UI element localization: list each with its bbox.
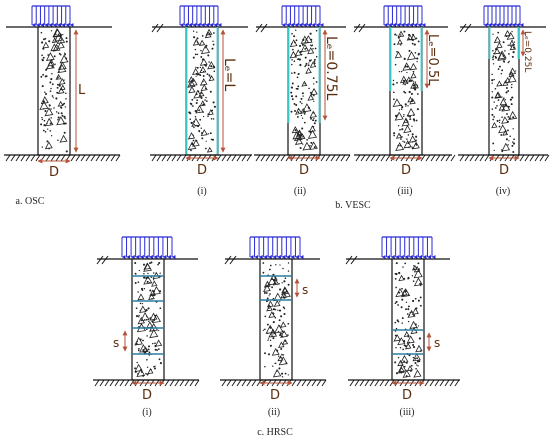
diameter-label: D [499,163,509,178]
aggregate-pattern [262,262,291,378]
stone-column [37,26,71,156]
vesc-column-i: Lₑ=L D [150,5,252,178]
load-arrows [249,236,304,259]
reinforcement-layers [260,275,292,301]
hrsc-column-ii: s D [220,236,327,403]
load-arrows [179,5,222,27]
diameter-label: D [49,165,59,180]
base-hatch [5,154,121,162]
panel-osc: L D [4,5,121,180]
aggregate-pattern [39,28,69,153]
roman-vesc-ii: (ii) [293,186,307,197]
spacing-label: s [302,283,308,297]
roman-hrsc-iii: (iii) [399,407,415,418]
stone-column [259,258,293,381]
encased-length-label: Lₑ=0.75L [323,36,339,101]
encased-length-label: Lₑ=L [221,58,237,91]
reinforcement-layers [132,275,164,355]
aggregate-pattern [289,29,318,151]
ground-tick [255,23,268,33]
load-arrows [483,5,524,27]
hrsc-column-iii: s D [345,236,460,403]
panel-hrsc: s D s D [93,236,460,403]
roman-vesc-i: (i) [197,186,207,197]
length-label: L [78,83,86,98]
roman-hrsc-i: (i) [142,407,152,418]
caption-hrsc: c. HRSC [257,427,293,438]
diameter-label: D [402,388,412,403]
encased-length-label: Lₑ=0.5L [425,34,440,86]
vesc-column-iii: Lₑ=0.5L D [353,5,456,178]
ground-tick [151,23,164,33]
load-arrows [383,5,426,27]
ground-tick [345,255,358,265]
aggregate-pattern [134,261,163,378]
load-arrows [281,5,324,27]
hrsc-column-i: s D [93,236,200,403]
diameter-label: D [197,163,207,178]
diameter-label: D [270,388,280,403]
ground-tick [96,255,109,265]
load-arrows [121,236,176,259]
roman-vesc-iii: (iii) [397,186,413,197]
spacing-label: s [434,336,440,350]
ground-tick [459,23,472,33]
encased-length-label: Lₑ=0.25L [522,31,532,72]
stone-column [488,26,520,156]
diameter-label: D [401,163,411,178]
diameter-label: D [299,163,309,178]
caption-osc: a. OSC [15,196,45,207]
vesc-column-ii: Lₑ=0.75L D [254,5,351,178]
aggregate-pattern [187,28,216,153]
length-dimension: L [73,29,86,153]
roman-hrsc-ii: (ii) [267,407,281,418]
load-arrows [31,5,74,27]
ground-tick [353,23,366,33]
diameter-label: D [142,388,152,403]
aggregate-pattern [392,30,420,152]
vesc-column-iv: Lₑ=0.25L D [458,5,550,178]
aggregate-pattern [491,30,518,153]
ground-tick [224,255,237,265]
spacing-label: s [113,336,119,350]
panel-vesc: Lₑ=L D Lₑ=0.75L D [150,5,550,178]
roman-vesc-iv: (iv) [495,186,511,197]
load-arrows [381,236,436,259]
diameter-dimension: D [37,158,71,180]
caption-vesc: b. VESC [335,200,371,211]
reinforcement-layers [392,329,424,355]
